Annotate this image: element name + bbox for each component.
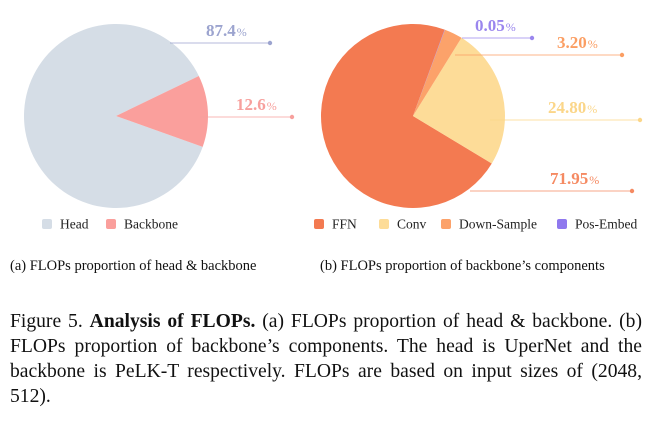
figure-caption-label: Figure 5.	[10, 311, 83, 332]
slice-pos-embed	[413, 29, 445, 117]
value-label-ffn: 71.95%	[550, 169, 599, 188]
legend-label-conv: Conv	[397, 217, 427, 232]
pie-chart-backbone-components: 71.95% 24.80% 3.20% 0.05% FFN Conv Down-Sample…	[314, 16, 643, 232]
value-label-conv: 24.80%	[548, 98, 597, 117]
value-label-backbone: 12.6%	[236, 95, 277, 114]
value-label-down-sample: 3.20%	[557, 33, 598, 52]
subcaption-b: (b) FLOPs proportion of backbone’s compo…	[320, 258, 605, 274]
legend-swatch-pos-embed	[557, 219, 567, 229]
legend-swatch-head	[42, 219, 52, 229]
leader-dot-pos-embed	[529, 35, 535, 41]
flops-figure: 87.4% 12.6% Head Backbone 71.95% 24.80% 3.20%…	[23, 16, 643, 232]
value-label-pos-embed: 0.05%	[475, 16, 516, 35]
legend-swatch-down-sample	[441, 219, 451, 229]
pie-chart-head-backbone: 87.4% 12.6% Head Backbone	[23, 21, 295, 232]
subcaption-a: (a) FLOPs proportion of head & backbone	[10, 258, 257, 274]
leader-dot-conv	[637, 117, 643, 123]
slice-ffn	[320, 23, 492, 208]
legend-label-backbone: Backbone	[124, 217, 178, 232]
legend-label-head: Head	[60, 217, 89, 232]
leader-dot-ffn	[629, 188, 635, 194]
legend-swatch-conv	[379, 219, 389, 229]
figure-caption: Figure 5. Analysis of FLOPs. (a) FLOPs p…	[10, 309, 642, 409]
leader-dot-down-sample	[619, 52, 625, 58]
leader-dot-backbone	[289, 114, 295, 120]
value-label-head: 87.4%	[206, 21, 247, 40]
legend-label-down-sample: Down-Sample	[459, 217, 537, 232]
slice-backbone	[116, 75, 208, 147]
leader-dot-head	[267, 40, 273, 46]
slice-down-sample	[413, 29, 462, 117]
slice-head	[23, 23, 203, 208]
slice-conv	[413, 37, 505, 164]
legend-label-pos-embed: Pos-Embed	[575, 217, 637, 232]
legend-swatch-ffn	[314, 219, 324, 229]
figure-caption-text: (a) FLOPs proportion of head & backbone.…	[10, 311, 642, 407]
legend-label-ffn: FFN	[332, 217, 357, 232]
legend-swatch-backbone	[106, 219, 116, 229]
figure-caption-bold: Analysis of FLOPs.	[89, 311, 256, 332]
